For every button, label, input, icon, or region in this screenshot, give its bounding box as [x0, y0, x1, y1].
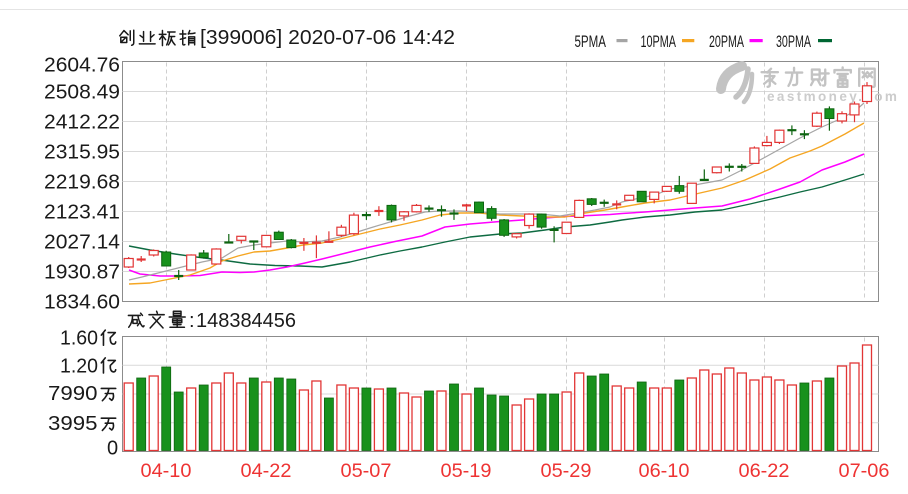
svg-text:2508.49: 2508.49	[44, 82, 120, 104]
svg-text:2315.95: 2315.95	[44, 142, 120, 164]
svg-text::: :	[189, 310, 195, 332]
svg-text:2412.22: 2412.22	[44, 112, 120, 134]
svg-text:1834.60: 1834.60	[44, 292, 120, 314]
svg-text:1.60: 1.60	[60, 328, 98, 350]
svg-text:04-10: 04-10	[141, 461, 192, 482]
svg-text:0: 0	[107, 438, 118, 460]
svg-text:eastmoney.com: eastmoney.com	[767, 89, 899, 104]
svg-text:06-22: 06-22	[739, 461, 790, 482]
svg-text:04-22: 04-22	[241, 461, 292, 482]
svg-text:2123.41: 2123.41	[44, 202, 120, 224]
svg-text:10PMA: 10PMA	[641, 32, 677, 51]
svg-text:05-07: 05-07	[341, 461, 392, 482]
svg-text:05-19: 05-19	[441, 461, 492, 482]
svg-text:05-29: 05-29	[541, 461, 592, 482]
svg-text:07-06: 07-06	[839, 461, 890, 482]
svg-text:06-10: 06-10	[639, 461, 690, 482]
svg-text:30PMA: 30PMA	[776, 32, 811, 51]
svg-text:2604.76: 2604.76	[44, 55, 120, 77]
svg-text:5PMA: 5PMA	[575, 32, 607, 51]
svg-text:1.20: 1.20	[60, 355, 98, 377]
svg-text:3995: 3995	[48, 413, 98, 435]
svg-text:7990: 7990	[48, 383, 98, 405]
svg-text:2219.68: 2219.68	[44, 172, 120, 194]
svg-text:2027.14: 2027.14	[44, 232, 120, 254]
svg-text:148384456: 148384456	[196, 310, 296, 332]
svg-text:[399006] 2020-07-06 14:42: [399006] 2020-07-06 14:42	[200, 27, 455, 49]
svg-text:1930.87: 1930.87	[44, 262, 120, 284]
svg-text:20PMA: 20PMA	[709, 32, 744, 51]
